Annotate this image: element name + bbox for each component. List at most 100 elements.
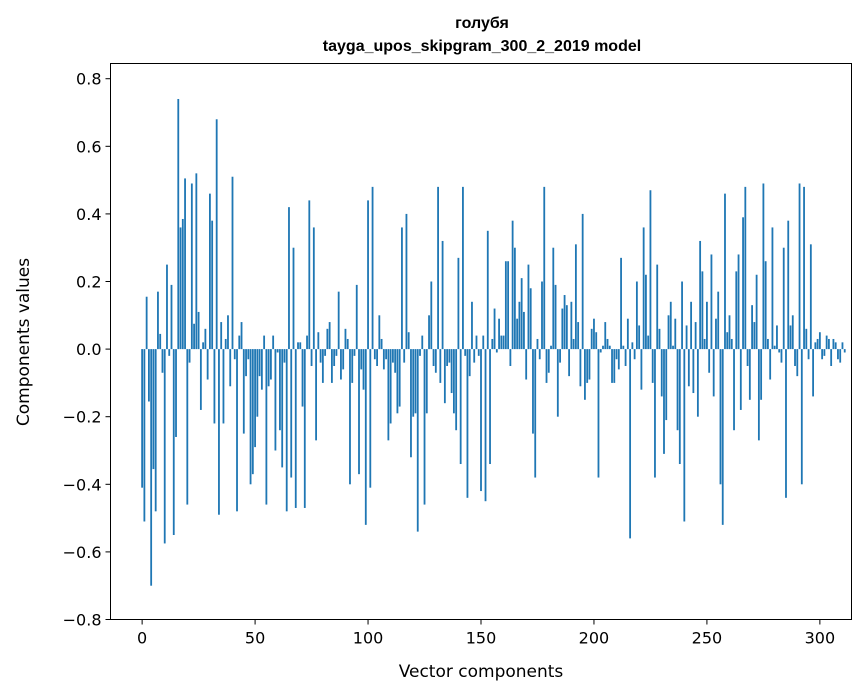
bar-128 [430, 281, 433, 350]
bar-23 [193, 323, 195, 350]
y-axis: −0.8 −0.6 −0.4 −0.2 0.0 0.2 0.4 0.6 0.8 [63, 70, 111, 630]
bar-287 [789, 325, 792, 350]
bar-61 [279, 349, 281, 431]
bar-291 [798, 183, 801, 350]
bar-54 [263, 335, 266, 350]
bar-176 [538, 349, 541, 360]
bar-118 [407, 332, 410, 350]
bar-186 [561, 308, 564, 350]
y-tick-label: 0.4 [76, 205, 101, 224]
y-tick-label: 0.6 [76, 137, 101, 156]
bar-156 [493, 308, 496, 350]
bar-97 [360, 349, 363, 370]
bar-115 [401, 227, 403, 350]
bar-164 [511, 220, 514, 350]
bar-123 [419, 349, 421, 356]
bar-45 [242, 349, 245, 434]
x-tick-label: 50 [245, 629, 265, 648]
bar-36 [222, 349, 225, 424]
bar-226 [651, 349, 654, 383]
bar-276 [764, 261, 767, 350]
y-tick-label: −0.6 [63, 543, 102, 562]
bar-47 [247, 349, 250, 360]
bar-48 [249, 349, 252, 485]
bar-307 [834, 342, 837, 350]
bar-251 [708, 349, 711, 373]
bar-1 [143, 349, 146, 522]
bar-286 [787, 220, 790, 350]
bar-213 [622, 345, 625, 350]
bar-292 [800, 349, 803, 485]
bar-64 [285, 349, 288, 512]
bar-122 [416, 349, 419, 532]
bar-38 [227, 315, 229, 350]
bar-149 [477, 349, 480, 356]
bar-55 [265, 349, 268, 505]
bar-163 [509, 349, 512, 366]
bar-300 [818, 332, 821, 350]
bar-12 [168, 349, 171, 356]
bar-4 [150, 349, 153, 586]
bar-52 [258, 349, 261, 377]
bar-184 [556, 349, 559, 417]
bar-88 [340, 349, 342, 380]
bar-225 [649, 190, 652, 350]
bar-90 [344, 328, 347, 350]
bar-179 [545, 349, 548, 383]
bar-6 [154, 349, 157, 512]
bar-272 [755, 274, 758, 350]
bar-266 [742, 217, 744, 350]
bar-301 [821, 349, 824, 360]
bar-146 [471, 301, 473, 350]
bar-108 [385, 349, 388, 360]
bar-182 [552, 247, 555, 350]
bar-34 [218, 349, 220, 515]
bar-9 [161, 349, 164, 373]
bar-255 [717, 291, 720, 350]
bar-285 [785, 349, 787, 498]
bar-63 [283, 349, 286, 363]
bar-51 [256, 349, 259, 417]
bar-200 [593, 318, 595, 350]
bar-130 [434, 349, 437, 373]
bar-169 [523, 311, 525, 350]
bar-127 [428, 315, 430, 350]
bar-223 [645, 274, 647, 350]
bar-153 [486, 230, 489, 350]
bar-177 [541, 281, 543, 350]
bar-129 [432, 349, 435, 366]
bar-217 [631, 342, 634, 350]
bar-237 [676, 349, 679, 431]
bar-86 [335, 349, 338, 356]
bar-258 [724, 193, 726, 350]
bar-24 [195, 173, 198, 350]
bar-188 [565, 305, 568, 350]
bar-157 [495, 349, 498, 353]
bar-281 [776, 325, 778, 350]
bar-26 [199, 349, 202, 410]
bar-283 [780, 349, 783, 363]
bar-189 [568, 349, 571, 377]
bar-204 [602, 345, 604, 350]
bar-35 [220, 322, 223, 350]
bar-33 [215, 119, 218, 350]
bar-159 [500, 335, 503, 350]
bar-250 [706, 301, 708, 350]
x-tick-label: 200 [579, 629, 610, 648]
bar-112 [394, 349, 397, 373]
bar-96 [358, 349, 360, 475]
bar-306 [832, 338, 835, 350]
bar-244 [692, 349, 695, 394]
bar-235 [672, 345, 674, 350]
y-tick-label: −0.4 [63, 475, 102, 494]
bar-148 [475, 335, 478, 350]
bar-75 [310, 349, 313, 366]
bar-124 [421, 335, 424, 350]
bar-265 [739, 349, 742, 410]
bar-83 [328, 322, 331, 350]
x-tick-label: 100 [353, 629, 384, 648]
bar-196 [584, 349, 586, 400]
bar-248 [701, 271, 704, 350]
bar-103 [373, 349, 376, 360]
